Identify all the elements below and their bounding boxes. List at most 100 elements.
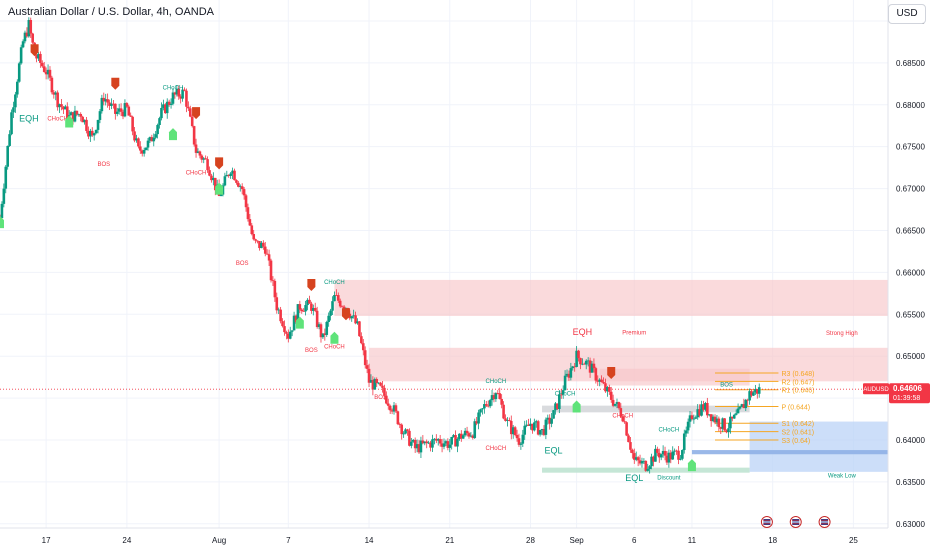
structure-label: EQH	[573, 327, 593, 337]
candle-body	[285, 332, 288, 334]
candle-body	[550, 418, 553, 424]
candle-body	[108, 102, 111, 106]
candle-body	[534, 421, 538, 423]
candle-body	[50, 77, 54, 93]
candle-body	[669, 452, 673, 460]
candle-body	[237, 182, 240, 187]
candle-body	[607, 387, 611, 392]
candle-body	[183, 89, 186, 91]
candle-body	[588, 360, 592, 373]
candle-body	[757, 387, 761, 394]
candle-body	[371, 379, 375, 390]
candle-body	[152, 137, 156, 142]
candle-body	[290, 330, 294, 332]
candle-body	[479, 409, 482, 413]
candle-body	[748, 391, 751, 401]
candle-body	[404, 429, 407, 434]
candle-body	[652, 456, 655, 462]
candle-body	[204, 158, 207, 160]
y-tick-label: 0.63000	[896, 520, 925, 529]
candle-body	[187, 106, 190, 109]
candle-body	[663, 450, 667, 456]
candle-body	[579, 358, 582, 365]
candle-body	[83, 119, 86, 123]
candle-body	[619, 408, 623, 417]
candle-body	[517, 438, 521, 445]
candle-body	[752, 392, 755, 396]
candle-body	[242, 189, 246, 196]
candle-body	[559, 394, 563, 396]
candle-body	[469, 435, 473, 437]
candle-body	[119, 108, 123, 112]
candle-body	[146, 140, 150, 148]
candle-body	[192, 126, 196, 145]
candle-body	[375, 379, 379, 384]
candle-body	[69, 112, 73, 116]
candle-body	[14, 94, 17, 108]
event-flag-icon[interactable]	[760, 516, 773, 528]
price-tag-symbol-box	[863, 383, 889, 395]
candle-body	[665, 455, 669, 463]
candle-body	[740, 404, 744, 407]
candle-body	[440, 443, 444, 447]
x-axis[interactable]: 17 24 Aug 7 14 21 28 Sep 6 11 18 25	[0, 527, 932, 550]
candle-body	[233, 170, 236, 181]
candle-body	[486, 405, 490, 407]
candle-body	[54, 92, 58, 95]
candle-body	[12, 107, 15, 113]
event-flag-icon[interactable]	[789, 516, 802, 528]
candle-body	[114, 103, 117, 114]
candle-body	[379, 382, 382, 386]
candle-body	[275, 297, 279, 311]
candle-body	[742, 404, 746, 409]
candle-body	[89, 130, 92, 137]
candle-body	[363, 350, 367, 366]
candle-body	[342, 306, 346, 309]
candle-body	[500, 398, 503, 405]
x-tick-label: 6	[632, 536, 637, 545]
event-flags[interactable]	[760, 516, 831, 528]
candle-body	[62, 106, 65, 110]
candle-body	[352, 315, 355, 317]
candle-body	[287, 333, 290, 339]
candle-body	[354, 315, 357, 324]
candle-body	[296, 304, 300, 323]
candle-body	[711, 416, 715, 422]
candle-body	[331, 301, 334, 311]
candle-body	[271, 280, 275, 282]
currency-button[interactable]: USD	[888, 4, 926, 24]
candle-body	[421, 440, 425, 444]
candle-body	[702, 404, 705, 410]
candle-body	[340, 306, 344, 308]
candle-body	[677, 450, 680, 460]
candle-body	[484, 404, 488, 406]
candle-body	[98, 111, 102, 120]
candle-body	[273, 280, 277, 298]
candle-body	[642, 460, 646, 462]
candle-body	[502, 404, 505, 419]
candle-body	[281, 321, 284, 327]
candle-body	[208, 170, 211, 176]
candle-body	[548, 417, 552, 424]
candle-body	[165, 101, 169, 114]
candle-body	[327, 315, 330, 322]
bearish-signal-marker	[215, 157, 224, 170]
y-axis-background	[888, 0, 932, 550]
candle-body	[629, 442, 632, 450]
candle-body	[392, 405, 396, 412]
event-flag-icon[interactable]	[818, 516, 831, 528]
candle-body	[390, 410, 394, 412]
candle-body	[429, 442, 432, 448]
candle-body	[410, 441, 413, 446]
bearish-signal-marker	[341, 308, 350, 321]
candle-body	[198, 151, 202, 156]
candle-body	[609, 391, 613, 400]
candle-body	[65, 106, 69, 120]
x-tick-label: 7	[286, 536, 291, 545]
y-axis[interactable]: 0.630000.635000.640000.645000.650000.655…	[887, 0, 932, 550]
x-tick-label: Sep	[570, 536, 585, 545]
candle-body	[336, 295, 340, 301]
y-tick-label: 0.66500	[896, 226, 925, 235]
candle-body	[738, 406, 742, 409]
